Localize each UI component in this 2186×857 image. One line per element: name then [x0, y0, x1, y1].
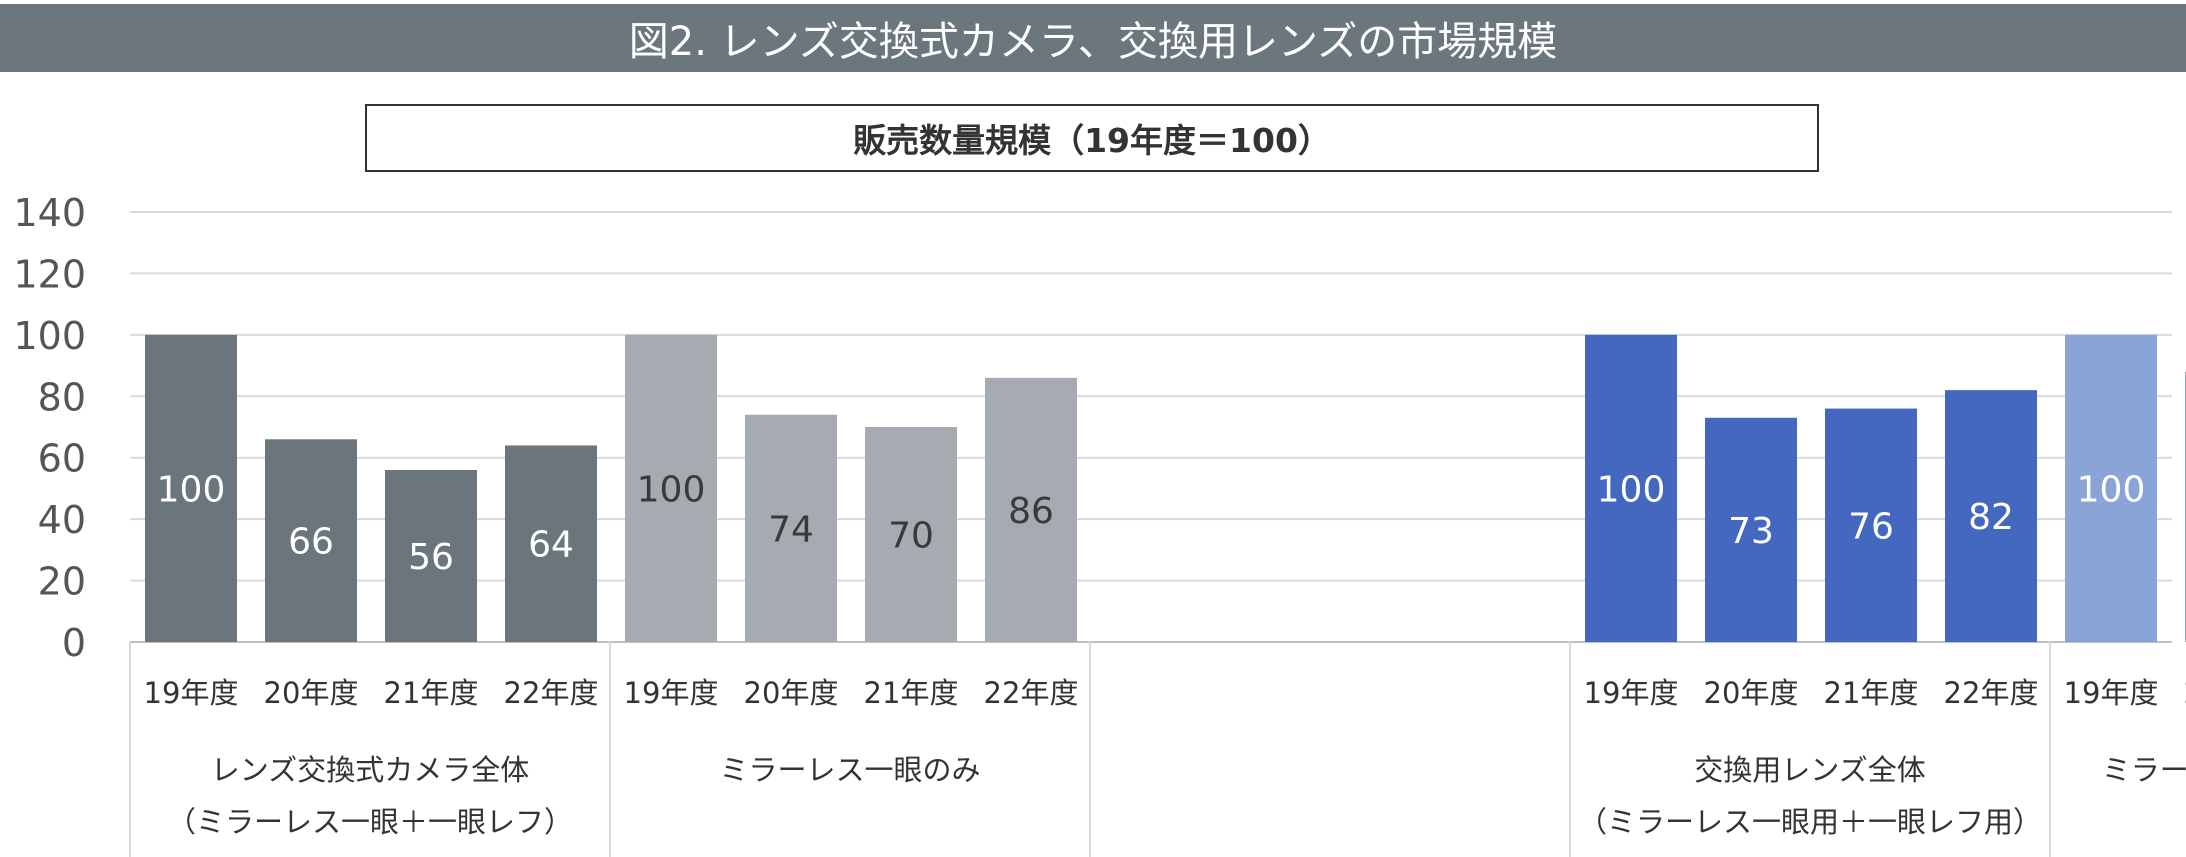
y-tick-label: 80	[38, 375, 86, 419]
x-tick-label: 21年度	[1824, 676, 1919, 710]
x-tick-label: 20年度	[264, 676, 359, 710]
x-tick-label: 22年度	[984, 676, 1079, 710]
x-tick-label: 21年度	[384, 676, 479, 710]
data-label: 100	[637, 469, 706, 510]
bar	[1585, 334, 1677, 642]
chart-title: 販売数量規模（19年度＝100）	[365, 104, 1819, 172]
y-tick-label: 20	[38, 560, 86, 604]
data-label: 100	[2077, 469, 2146, 510]
data-label: 86	[1008, 491, 1054, 532]
y-tick-label: 60	[38, 437, 86, 481]
bar	[985, 377, 1077, 642]
x-tick-label: 22年度	[1944, 676, 2039, 710]
bar	[145, 334, 237, 642]
page-title: 図2. レンズ交換式カメラ、交換用レンズの市場規模	[0, 4, 2186, 72]
x-tick-label: 22年度	[504, 676, 599, 710]
y-tick-label: 100	[13, 314, 86, 358]
bar	[505, 445, 597, 642]
group-label: （ミラーレス一眼＋一眼レフ）	[167, 805, 573, 839]
x-tick-label: 19年度	[144, 676, 239, 710]
x-tick-label: 20年度	[2184, 676, 2186, 710]
data-label: 64	[528, 525, 574, 566]
x-tick-label: 21年度	[864, 676, 959, 710]
data-label: 100	[157, 469, 226, 510]
data-label: 70	[888, 516, 934, 557]
group-label: 交換用レンズ全体	[1694, 753, 1925, 787]
x-tick-label: 20年度	[1704, 676, 1799, 710]
group-label: （ミラーレス一眼用＋一眼レフ用）	[1578, 805, 2042, 839]
data-label: 66	[288, 522, 334, 563]
data-label: 76	[1848, 506, 1894, 547]
data-label: 74	[768, 509, 814, 550]
y-tick-label: 0	[62, 621, 86, 665]
bar	[745, 414, 837, 642]
group-label: レンズ交換式カメラ全体	[211, 753, 529, 787]
group-label: ミラーレス一眼のみ	[719, 753, 980, 787]
bar	[1825, 408, 1917, 642]
y-tick-label: 140	[13, 191, 86, 235]
bar	[1705, 417, 1797, 642]
data-label: 56	[408, 537, 454, 578]
x-tick-label: 19年度	[2064, 676, 2159, 710]
data-label: 100	[1597, 469, 1666, 510]
x-tick-label: 19年度	[624, 676, 719, 710]
data-label: 73	[1728, 511, 1774, 552]
group-label: ミラーレス一眼用レンズのみ	[2102, 753, 2186, 787]
bar	[865, 427, 957, 642]
bar	[265, 439, 357, 642]
x-tick-label: 19年度	[1584, 676, 1679, 710]
data-label: 82	[1968, 497, 2014, 538]
bar	[385, 470, 477, 642]
bar	[1945, 390, 2037, 642]
y-tick-label: 120	[13, 252, 86, 296]
bar	[2065, 334, 2157, 642]
x-tick-label: 20年度	[744, 676, 839, 710]
y-tick-label: 40	[38, 498, 86, 542]
bar	[625, 334, 717, 642]
